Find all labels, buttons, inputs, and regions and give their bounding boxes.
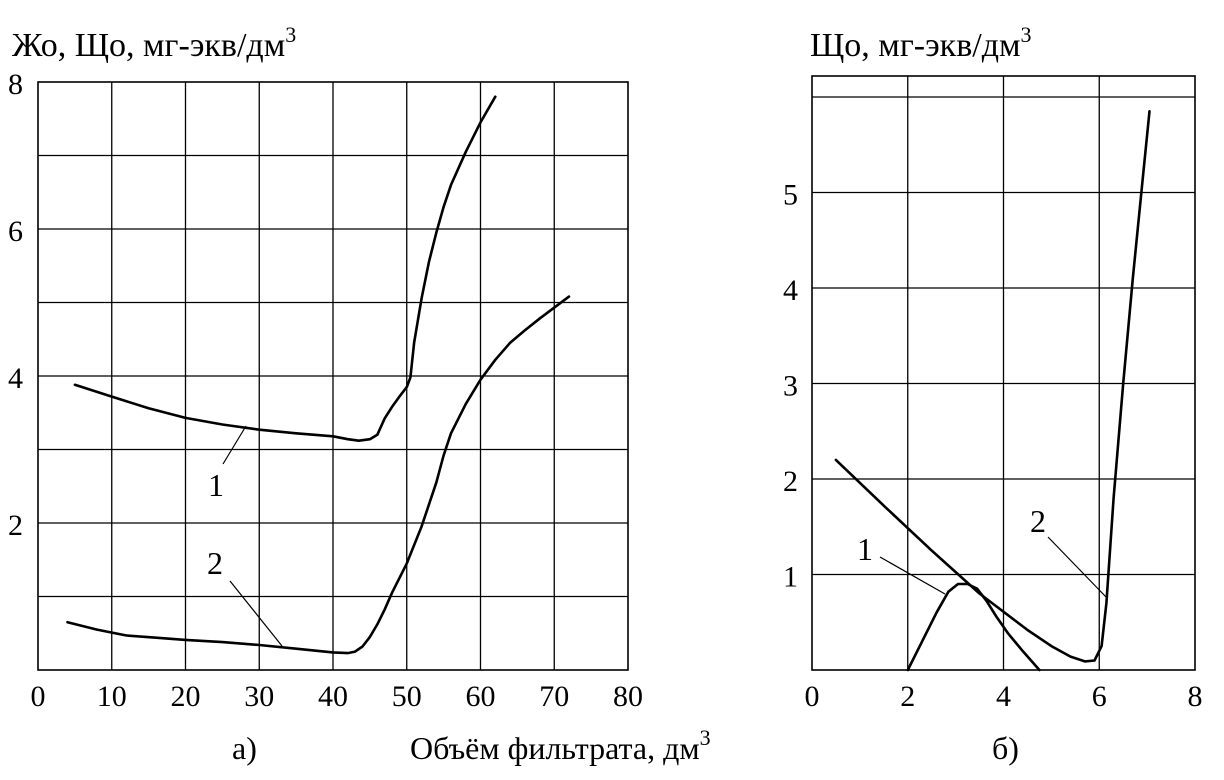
panel-b-y-tick-label: 5 [783, 179, 798, 212]
panel-a-y-tick-label: 4 [8, 362, 23, 395]
panel-b-y-tick-label: 2 [783, 465, 798, 498]
panel-a-x-tick-label: 0 [31, 680, 46, 713]
x-axis-label: Объём фильтрата, дм3 [410, 725, 711, 766]
panel-a-y-tick-label: 2 [8, 509, 23, 542]
panel-a-x-tick-label: 30 [244, 680, 274, 713]
panel-b-y-ticks: 1 2 3 4 5 [783, 179, 798, 594]
panel-a-series-1-leader [222, 425, 247, 465]
panel-b-series-1-label: 1 [857, 531, 873, 567]
panel-a-x-ticks: 0 10 20 30 40 50 60 70 80 [31, 680, 644, 713]
panel-a-series-1-line [73, 95, 497, 442]
panel-a-plot-frame [37, 81, 629, 671]
panel-b-plot-frame [811, 75, 1196, 671]
panel-a-series [66, 95, 571, 655]
panel-b-series-1-line [906, 582, 1041, 672]
panel-a-y-tick-label: 8 [8, 68, 23, 101]
panel-a-y-tick-label: 6 [8, 215, 23, 248]
panel-a-grid [38, 82, 628, 670]
panel-b-x-tick-label: 8 [1188, 680, 1203, 713]
panel-a-series-2-line [66, 295, 571, 655]
panel-b-series-2-label: 2 [1030, 503, 1046, 539]
panel-a-x-tick-label: 20 [171, 680, 201, 713]
panel-a-y-axis-label: Жо, Що, мг-экв/дм3 [12, 22, 296, 64]
panel-b-x-ticks: 0 2 4 6 8 [805, 680, 1203, 713]
panel-a-x-tick-label: 10 [97, 680, 127, 713]
panel-b-y-axis-label: Що, мг-экв/дм3 [810, 22, 1032, 64]
panel-b-y-tick-label: 1 [783, 561, 798, 594]
panel-a-caption: а) [232, 730, 257, 766]
panel-b-x-tick-label: 4 [996, 680, 1011, 713]
panel-b-series-1-leader [879, 556, 946, 595]
panel-a-series-2-label: 2 [207, 545, 223, 581]
panel-b-x-tick-label: 2 [900, 680, 915, 713]
panel-a-x-tick-label: 50 [392, 680, 422, 713]
panel-a-x-tick-label: 80 [613, 680, 643, 713]
panel-a-x-tick-label: 70 [539, 680, 569, 713]
panel-a-series-2-leader [229, 580, 283, 647]
panel-b-y-tick-label: 3 [783, 370, 798, 403]
panel-b-series-2-line [834, 110, 1151, 663]
panel-b-grid [812, 76, 1195, 670]
panel-b-y-tick-label: 4 [783, 274, 798, 307]
panel-a-y-ticks: 2 4 6 8 [8, 68, 23, 542]
panel-b: Що, мг-экв/дм3 0 2 4 6 8 1 2 3 4 5 1 2 б) [783, 22, 1203, 766]
panel-b-series [834, 110, 1151, 672]
panel-a-x-tick-label: 60 [466, 680, 496, 713]
panel-a-series-1-label: 1 [208, 467, 224, 503]
panel-b-x-tick-label: 0 [805, 680, 820, 713]
panel-a-x-tick-label: 40 [318, 680, 348, 713]
panel-b-caption: б) [992, 730, 1019, 766]
panel-a: Жо, Що, мг-экв/дм3 0 10 20 30 40 50 60 70 80 2 4 6… [8, 22, 643, 766]
panel-b-x-tick-label: 6 [1092, 680, 1107, 713]
panel-b-series-2-leader [1047, 536, 1108, 599]
